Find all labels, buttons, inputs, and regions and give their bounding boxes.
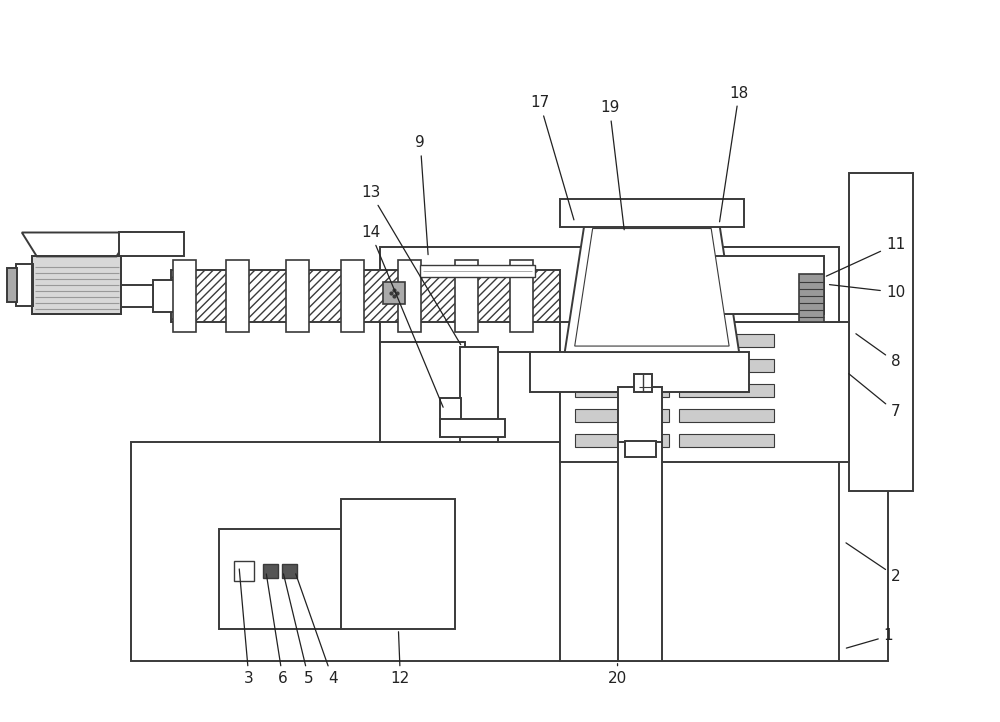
Text: 4: 4: [296, 574, 337, 687]
Bar: [510, 261, 533, 332]
Text: 8: 8: [856, 334, 900, 370]
Text: 19: 19: [600, 100, 624, 230]
Bar: [560, 282, 839, 661]
Bar: [575, 434, 669, 447]
Text: 17: 17: [530, 95, 574, 220]
Bar: [440, 419, 505, 437]
Text: 1: 1: [846, 628, 893, 648]
Bar: [380, 342, 465, 442]
Text: 12: 12: [391, 632, 410, 687]
Bar: [560, 322, 849, 461]
Bar: [121, 285, 153, 307]
Text: 9: 9: [415, 135, 428, 255]
Text: 5: 5: [283, 574, 314, 687]
Polygon shape: [575, 228, 729, 346]
Bar: [263, 564, 278, 578]
Text: 13: 13: [361, 185, 461, 344]
Bar: [234, 561, 254, 581]
Bar: [625, 440, 656, 456]
Bar: [849, 173, 913, 492]
Bar: [634, 374, 652, 392]
Text: 18: 18: [720, 85, 749, 222]
Bar: [171, 270, 560, 322]
Bar: [654, 256, 824, 314]
Bar: [575, 334, 669, 347]
Bar: [226, 261, 249, 332]
Bar: [420, 266, 535, 277]
Bar: [440, 398, 461, 419]
Bar: [119, 232, 184, 256]
Text: 2: 2: [846, 543, 900, 583]
Text: 11: 11: [826, 237, 905, 276]
Text: 10: 10: [829, 284, 905, 300]
Polygon shape: [22, 232, 131, 256]
Bar: [575, 409, 669, 422]
Bar: [153, 280, 175, 312]
Bar: [341, 261, 364, 332]
Polygon shape: [565, 222, 739, 352]
Bar: [618, 440, 662, 661]
Bar: [560, 199, 744, 227]
Text: 14: 14: [361, 225, 443, 407]
Text: 7: 7: [849, 374, 900, 419]
Bar: [32, 256, 121, 314]
Bar: [799, 274, 824, 322]
Bar: [286, 261, 309, 332]
Bar: [398, 261, 421, 332]
Bar: [7, 269, 17, 303]
Bar: [575, 384, 669, 397]
Bar: [383, 282, 405, 304]
Bar: [16, 264, 33, 306]
Bar: [639, 248, 839, 322]
Bar: [618, 387, 662, 442]
Bar: [282, 564, 297, 578]
Bar: [575, 359, 669, 372]
Text: 20: 20: [608, 664, 627, 687]
Bar: [460, 347, 498, 442]
Bar: [679, 384, 774, 397]
Bar: [131, 442, 888, 661]
Bar: [219, 529, 344, 629]
Bar: [341, 500, 455, 629]
Bar: [679, 334, 774, 347]
Bar: [173, 261, 196, 332]
Text: 6: 6: [266, 574, 288, 687]
Bar: [679, 409, 774, 422]
Bar: [679, 359, 774, 372]
Bar: [380, 248, 809, 352]
Bar: [455, 261, 478, 332]
Bar: [32, 256, 121, 314]
Bar: [679, 434, 774, 447]
Text: 3: 3: [239, 569, 254, 687]
Bar: [530, 352, 749, 392]
